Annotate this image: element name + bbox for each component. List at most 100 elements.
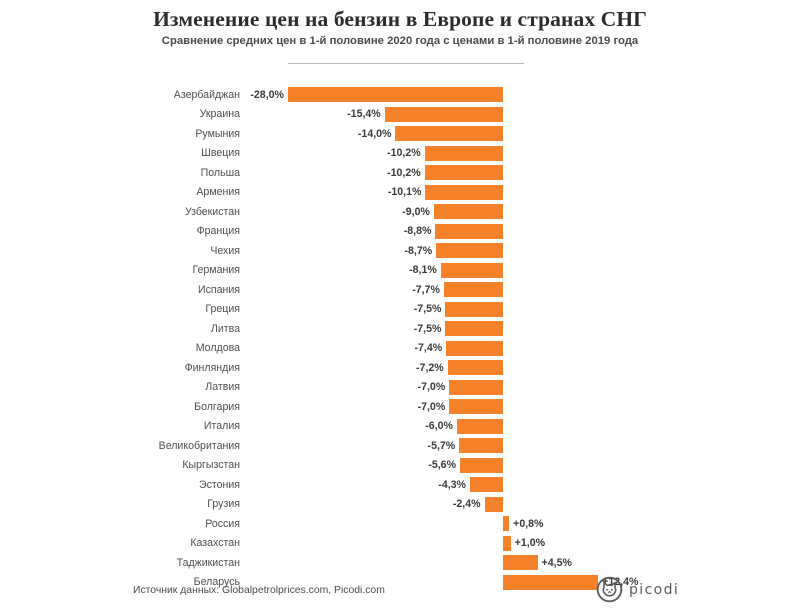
chart-row: Кыргызстан -5,6%	[0, 456, 800, 476]
bar-value-label: -10,2%	[387, 166, 421, 179]
bar-Беларусь	[503, 574, 599, 590]
category-label: Таджикистан	[176, 556, 240, 569]
category-label: Кыргызстан	[182, 459, 240, 472]
category-label: Армения	[196, 186, 240, 199]
category-label: Германия	[192, 264, 241, 277]
category-label: Украина	[199, 108, 240, 121]
category-label: Греция	[205, 303, 240, 316]
bar-value-label: -7,5%	[413, 322, 442, 335]
category-label: Казахстан	[190, 537, 240, 550]
category-label: Эстония	[198, 478, 240, 491]
category-label: Болгария	[194, 400, 240, 413]
bar-value-label: -5,6%	[428, 459, 456, 472]
chart-row: Германия -8,1%	[0, 261, 800, 281]
bar-Латвия	[449, 379, 503, 395]
chart-row: Казахстан +1,0%	[0, 534, 800, 554]
bar-Азербайджан	[287, 87, 503, 102]
bar-value-label: -7,2%	[416, 361, 444, 374]
category-label: Литва	[210, 322, 240, 335]
bar-Испания	[443, 282, 503, 297]
chart-row: Румыния -14,0%	[0, 124, 800, 144]
bar-Болгария	[449, 399, 503, 414]
bar-Франция	[435, 223, 503, 239]
bar-value-label: -9,0%	[402, 205, 430, 218]
bar-Таджикистан	[503, 555, 538, 570]
category-label: Чехия	[210, 244, 240, 257]
brand-logo: picodi	[596, 576, 679, 603]
chart-row: Молдова -7,4%	[0, 339, 800, 359]
chart-row: Италия -6,0%	[0, 417, 800, 437]
bar-Польша	[424, 165, 503, 180]
bar-value-label: -10,1%	[387, 186, 422, 199]
bar-value-label: -8,1%	[409, 264, 437, 277]
bar-value-label: -6,0%	[425, 420, 453, 433]
chart-row: Азербайджан -28,0%	[0, 85, 800, 105]
bar-value-label: -8,8%	[403, 225, 432, 238]
bar-Румыния	[395, 126, 503, 141]
bar-Молдова	[446, 340, 503, 356]
category-label: Грузия	[207, 498, 240, 511]
bar-value-label: -8,7%	[404, 244, 433, 257]
category-label: Беларусь	[193, 576, 240, 589]
page-subtitle: Сравнение средних цен в 1-й половине 202…	[161, 35, 639, 47]
bar-value-label: -5,7%	[427, 439, 456, 452]
bar-value-label: -7,5%	[413, 303, 442, 316]
chart-row: Греция -7,5%	[0, 300, 800, 320]
cat-logo-icon	[596, 576, 623, 603]
bar-Швеция	[424, 145, 503, 161]
category-label: Италия	[203, 420, 240, 433]
bar-value-label: -15,4%	[347, 108, 381, 121]
chart-row: Узбекистан -9,0%	[0, 202, 800, 222]
bar-value-label: -2,4%	[452, 498, 481, 511]
category-label: Азербайджан	[173, 88, 240, 101]
chart-row: Таджикистан +4,5%	[0, 553, 800, 573]
category-label: Россия	[205, 517, 240, 530]
category-label: Франция	[196, 225, 240, 238]
chart-row: Латвия -7,0%	[0, 378, 800, 398]
brand-name: picodi	[629, 581, 680, 598]
category-label: Румыния	[195, 127, 240, 140]
chart-row: Польша -10,2%	[0, 163, 800, 183]
bar-Кыргызстан	[459, 457, 503, 473]
bar-value-label: +1,0%	[514, 537, 546, 550]
bar-Грузия	[484, 496, 503, 512]
chart-row: Россия +0,8%	[0, 514, 800, 534]
bar-value-label: -28,0%	[250, 88, 284, 101]
bar-Италия	[456, 418, 503, 434]
page-title: Изменение цен на бензин в Европе и стран…	[153, 7, 647, 31]
bar-Греция	[445, 301, 503, 317]
bar-value-label: -7,0%	[417, 381, 446, 394]
source-note: Источник данных: Globalpetrolprices.com,…	[133, 585, 385, 596]
category-label: Финляндия	[184, 361, 240, 374]
bar-value-label: -7,0%	[417, 400, 446, 413]
bar-value-label: -4,3%	[438, 478, 466, 491]
chart-row: Испания -7,7%	[0, 280, 800, 300]
bar-Армения	[425, 184, 503, 200]
chart-row: Болгария -7,0%	[0, 397, 800, 417]
bar-Украина	[384, 106, 503, 122]
bar-value-label: -10,2%	[387, 147, 421, 160]
chart-row: Беларусь +12,4%	[0, 573, 800, 593]
chart-row: Грузия -2,4%	[0, 495, 800, 515]
chart-row: Чехия -8,7%	[0, 241, 800, 261]
bar-Казахстан	[503, 535, 511, 551]
chart-row: Финляндия -7,2%	[0, 358, 800, 378]
chart-row: Украина -15,4%	[0, 105, 800, 125]
bar-Финляндия	[447, 360, 503, 375]
category-label: Швеция	[201, 147, 240, 160]
bar-value-label: +4,5%	[541, 556, 572, 569]
bar-value-label: -14,0%	[357, 127, 392, 140]
category-label: Польша	[200, 166, 240, 179]
category-label: Испания	[197, 283, 240, 296]
chart-row: Швеция -10,2%	[0, 144, 800, 164]
bar-Германия	[440, 262, 503, 278]
chart-row: Франция -8,8%	[0, 222, 800, 242]
chart-row: Литва -7,5%	[0, 319, 800, 339]
category-label: Молдова	[195, 342, 240, 355]
bar-Узбекистан	[433, 204, 503, 219]
category-label: Великобритания	[158, 439, 240, 452]
chart-row: Эстония -4,3%	[0, 475, 800, 495]
bar-Литва	[445, 321, 503, 336]
bar-Россия	[503, 516, 510, 531]
category-label: Латвия	[205, 381, 240, 394]
